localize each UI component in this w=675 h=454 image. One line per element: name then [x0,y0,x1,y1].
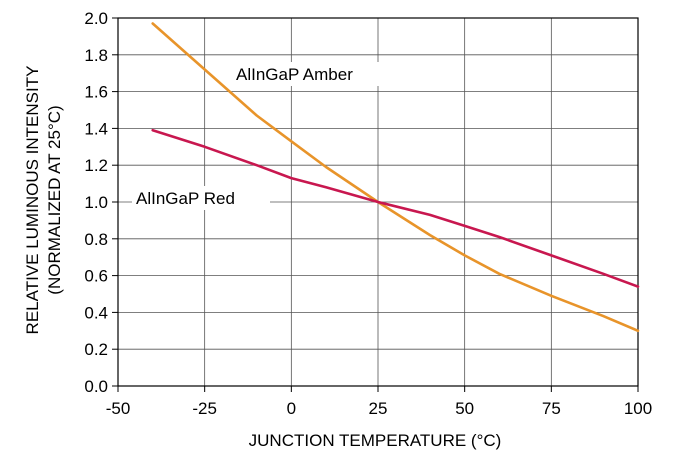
series-line-red [151,128,640,288]
y-tick-label: 0.2 [84,340,108,359]
red-label-background [132,186,270,210]
x-axis-title: JUNCTION TEMPERATURE (°C) [249,431,502,450]
x-tick-label: -25 [192,399,217,418]
y-tick-label: 0.0 [84,377,108,396]
x-tick-label: 100 [624,399,652,418]
x-ticks: -50 -25 0 25 50 75 100 [106,386,652,418]
x-tick-label: 50 [455,399,474,418]
x-tick-label: 75 [542,399,561,418]
y-tick-label: 1.2 [84,156,108,175]
y-axis-title-line-2: (NORMALIZED AT 25°C) [45,105,64,294]
y-ticks: 0.0 0.2 0.4 0.6 0.8 1.0 1.2 1.4 1.6 1.8 2.0 [84,9,118,396]
y-tick-label: 1.4 [84,119,108,138]
amber-label-background [232,62,402,86]
x-tick-label: 25 [369,399,388,418]
y-tick-label: 1.8 [84,46,108,65]
series-label-red: AlInGaP Red [136,189,235,208]
series-label-amber: AlInGaP Amber [236,65,353,84]
y-tick-label: 0.6 [84,267,108,286]
y-axis-title-line-1: RELATIVE LUMINOUS INTENSITY [23,66,42,335]
y-tick-label: 1.6 [84,83,108,102]
x-tick-label: -50 [106,399,131,418]
y-tick-label: 0.4 [84,303,108,322]
series-line-amber [151,22,640,333]
x-tick-label: 0 [287,399,296,418]
y-tick-label: 1.0 [84,193,108,212]
y-tick-label: 2.0 [84,9,108,28]
series-lines [151,22,640,333]
y-tick-label: 0.8 [84,230,108,249]
